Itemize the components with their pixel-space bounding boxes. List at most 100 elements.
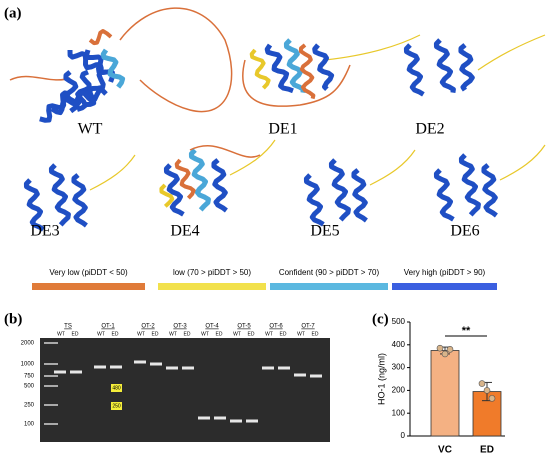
ladder-band [44, 375, 58, 377]
significance: ** [462, 325, 471, 337]
y-tick-label: 400 [392, 340, 406, 349]
legend-label: low (70 > piDDT > 50) [173, 268, 251, 277]
sub-lane-label: WT [57, 331, 65, 337]
ladder-label: 100 [24, 422, 35, 428]
legend-swatch [392, 283, 497, 290]
gel-band [182, 366, 194, 370]
gel-band [246, 419, 258, 423]
protein-label: DE2 [415, 121, 444, 138]
gel-band [310, 374, 322, 378]
helix [433, 168, 455, 222]
helix [100, 48, 126, 89]
loop [229, 139, 276, 176]
legend-swatch [158, 283, 266, 290]
lane-label: TS [64, 324, 72, 330]
helix [65, 87, 108, 107]
ladder-band [44, 404, 58, 406]
helix [48, 163, 71, 227]
loop [324, 34, 421, 61]
sub-lane-label: ED [280, 331, 287, 337]
gel-band [278, 366, 290, 370]
protein-label: DE1 [268, 121, 297, 138]
bar [430, 350, 460, 437]
gel-band [198, 416, 210, 420]
lane-label: OT-2 [141, 324, 155, 330]
sub-lane-label: WT [201, 331, 209, 337]
helix [264, 43, 294, 94]
size-box [111, 402, 122, 410]
gel-band [70, 370, 82, 374]
helix [88, 29, 113, 46]
y-tick-label: 300 [392, 363, 406, 372]
sub-lane-label: ED [184, 331, 191, 337]
x-tick-label: ED [480, 445, 494, 456]
sub-lane-label: WT [265, 331, 273, 337]
lane-label: OT-7 [301, 324, 315, 330]
helix [298, 43, 316, 100]
x-tick-label: VC [438, 445, 452, 456]
legend-swatch [32, 283, 145, 290]
size-box [111, 384, 122, 392]
gel-band [110, 365, 122, 369]
y-tick-label: 500 [392, 317, 406, 326]
sub-lane-label: WT [297, 331, 305, 337]
loop [9, 75, 71, 81]
lane-label: OT-1 [101, 324, 115, 330]
ladder-label: 2000 [21, 341, 35, 347]
helix [458, 153, 481, 217]
sub-lane-label: ED [312, 331, 319, 337]
data-point [446, 346, 454, 353]
sub-lane-label: ED [152, 331, 159, 337]
gel-band [134, 360, 146, 364]
y-tick-label: 100 [392, 408, 406, 417]
helix [174, 158, 196, 200]
helix [283, 38, 306, 93]
panel-label: (b) [4, 311, 22, 327]
data-point [488, 395, 496, 402]
sub-lane-label: WT [169, 331, 177, 337]
gel-band [150, 362, 162, 366]
legend-swatch [270, 283, 388, 290]
helix [39, 90, 71, 123]
ladder-label: 750 [24, 374, 35, 380]
helix [163, 163, 185, 217]
protein-label: DE5 [310, 223, 339, 240]
sub-lane-label: WT [137, 331, 145, 337]
data-point [441, 350, 449, 358]
sub-lane-label: ED [72, 331, 79, 337]
protein-label: DE4 [170, 223, 199, 240]
sub-lane-label: WT [233, 331, 241, 337]
loop [369, 149, 416, 186]
helix [433, 38, 456, 93]
protein-label: DE6 [450, 223, 479, 240]
lane-label: OT-5 [237, 324, 251, 330]
ladder-band [44, 342, 58, 344]
helix [481, 163, 498, 218]
legend-label: Confident (90 > piDDT > 70) [279, 268, 380, 277]
loop [499, 144, 546, 181]
gel-band [166, 366, 178, 370]
gel-image [40, 338, 330, 442]
ladder-band [44, 363, 58, 365]
helix [403, 43, 425, 97]
sub-lane-label: ED [216, 331, 223, 337]
panel-label: (a) [4, 5, 22, 21]
helix [458, 43, 475, 92]
helix [249, 48, 271, 90]
gel-band [230, 419, 242, 423]
lane-label: OT-3 [173, 324, 187, 330]
protein-label: DE3 [30, 223, 59, 240]
size-label: 250 [112, 403, 121, 409]
lane-label: OT-4 [205, 324, 219, 330]
legend-label: Very low (piDDT < 50) [49, 268, 128, 277]
ladder-band [44, 385, 58, 387]
sub-lane-label: ED [248, 331, 255, 337]
y-axis-label: HO-1 (ng/ml) [376, 353, 386, 405]
helix [312, 43, 335, 91]
gel-band [294, 373, 306, 377]
ladder-label: 500 [24, 384, 35, 390]
loop [89, 154, 136, 191]
helix [188, 148, 211, 212]
helix [71, 173, 88, 228]
